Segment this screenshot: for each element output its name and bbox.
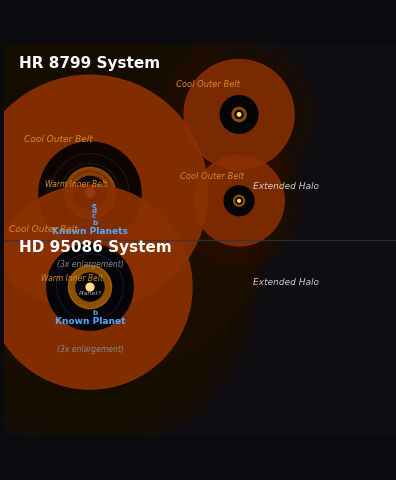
Circle shape	[86, 188, 95, 197]
Circle shape	[0, 75, 208, 311]
Circle shape	[0, 185, 192, 389]
Circle shape	[220, 96, 258, 133]
Text: Extended Halo: Extended Halo	[253, 278, 319, 287]
Text: b: b	[92, 310, 97, 316]
Circle shape	[235, 110, 243, 119]
Text: Extended Halo: Extended Halo	[253, 182, 319, 191]
Text: Known Planets: Known Planets	[52, 227, 128, 236]
Circle shape	[194, 156, 284, 246]
Circle shape	[39, 142, 141, 244]
Circle shape	[237, 113, 241, 116]
Circle shape	[224, 186, 254, 216]
Text: Warm Inner Belt: Warm Inner Belt	[45, 180, 107, 189]
Circle shape	[184, 60, 294, 169]
Circle shape	[232, 108, 246, 121]
Text: (3x enlargement): (3x enlargement)	[57, 261, 124, 269]
Circle shape	[76, 273, 104, 301]
Text: Planet?: Planet?	[78, 291, 101, 296]
Circle shape	[47, 244, 133, 330]
Text: Cool Outer Belt: Cool Outer Belt	[24, 135, 93, 144]
Text: Cool Outer Belt: Cool Outer Belt	[9, 225, 77, 234]
Bar	[4, 240, 396, 436]
Circle shape	[69, 265, 112, 309]
Text: HD 95086 System: HD 95086 System	[19, 240, 172, 255]
Text: Known Planet: Known Planet	[55, 317, 125, 326]
Circle shape	[236, 198, 242, 204]
Text: Warm Inner Belt: Warm Inner Belt	[41, 274, 103, 283]
Text: (3x enlargement): (3x enlargement)	[57, 345, 124, 354]
Text: HR 8799 System: HR 8799 System	[19, 56, 160, 71]
Text: b: b	[92, 219, 97, 226]
Text: c: c	[92, 213, 96, 219]
Circle shape	[86, 283, 94, 291]
Circle shape	[234, 195, 245, 206]
Circle shape	[65, 168, 116, 218]
Text: Cool Outer Belt: Cool Outer Belt	[180, 172, 244, 181]
Text: d: d	[92, 208, 97, 214]
Text: Cool Outer Belt: Cool Outer Belt	[176, 80, 240, 89]
Text: e: e	[92, 203, 97, 209]
Circle shape	[73, 176, 107, 209]
Circle shape	[238, 199, 240, 202]
Bar	[4, 44, 396, 240]
